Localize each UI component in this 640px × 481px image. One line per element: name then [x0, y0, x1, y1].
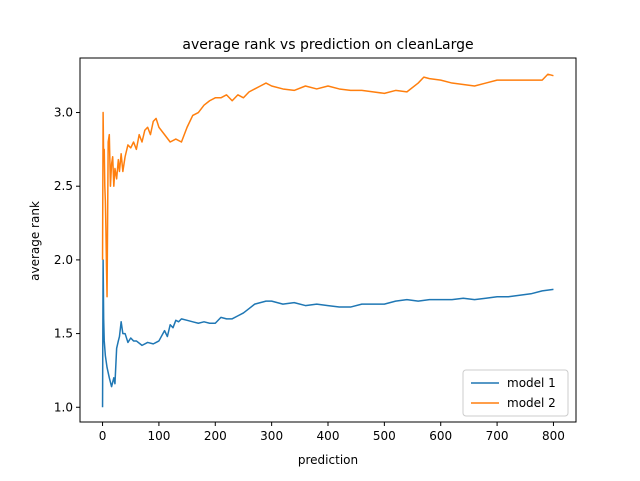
x-tick-label: 300 — [260, 429, 283, 443]
x-tick-label: 600 — [429, 429, 452, 443]
y-axis: 1.0 1.5 2.0 2.5 3.0 — [54, 106, 80, 414]
series-line-2 — [101, 73, 554, 298]
x-axis: 0 100 200 300 400 500 600 700 800 — [99, 422, 565, 443]
y-tick-label: 2.5 — [54, 179, 73, 193]
x-tick-label: 500 — [373, 429, 396, 443]
chart-title: average rank vs prediction on cleanLarge — [182, 37, 473, 53]
y-axis-label: average rank — [28, 201, 42, 281]
x-tick-label: 0 — [99, 429, 107, 443]
y-tick-label: 3.0 — [54, 106, 73, 120]
y-tick-label: 2.0 — [54, 253, 73, 267]
series-line-1 — [101, 259, 554, 408]
legend-label-1: model 1 — [507, 376, 556, 390]
y-tick-label: 1.0 — [54, 400, 73, 414]
x-tick-label: 800 — [542, 429, 565, 443]
legend: model 1 model 2 — [462, 369, 569, 417]
x-tick-label: 100 — [147, 429, 170, 443]
y-tick-label: 1.5 — [54, 327, 73, 341]
x-tick-label: 400 — [317, 429, 340, 443]
legend-label-2: model 2 — [507, 396, 556, 410]
x-tick-label: 200 — [204, 429, 227, 443]
legend-box — [462, 369, 569, 417]
series-layer — [101, 73, 554, 408]
x-tick-label: 700 — [486, 429, 509, 443]
x-axis-label: prediction — [298, 453, 358, 467]
